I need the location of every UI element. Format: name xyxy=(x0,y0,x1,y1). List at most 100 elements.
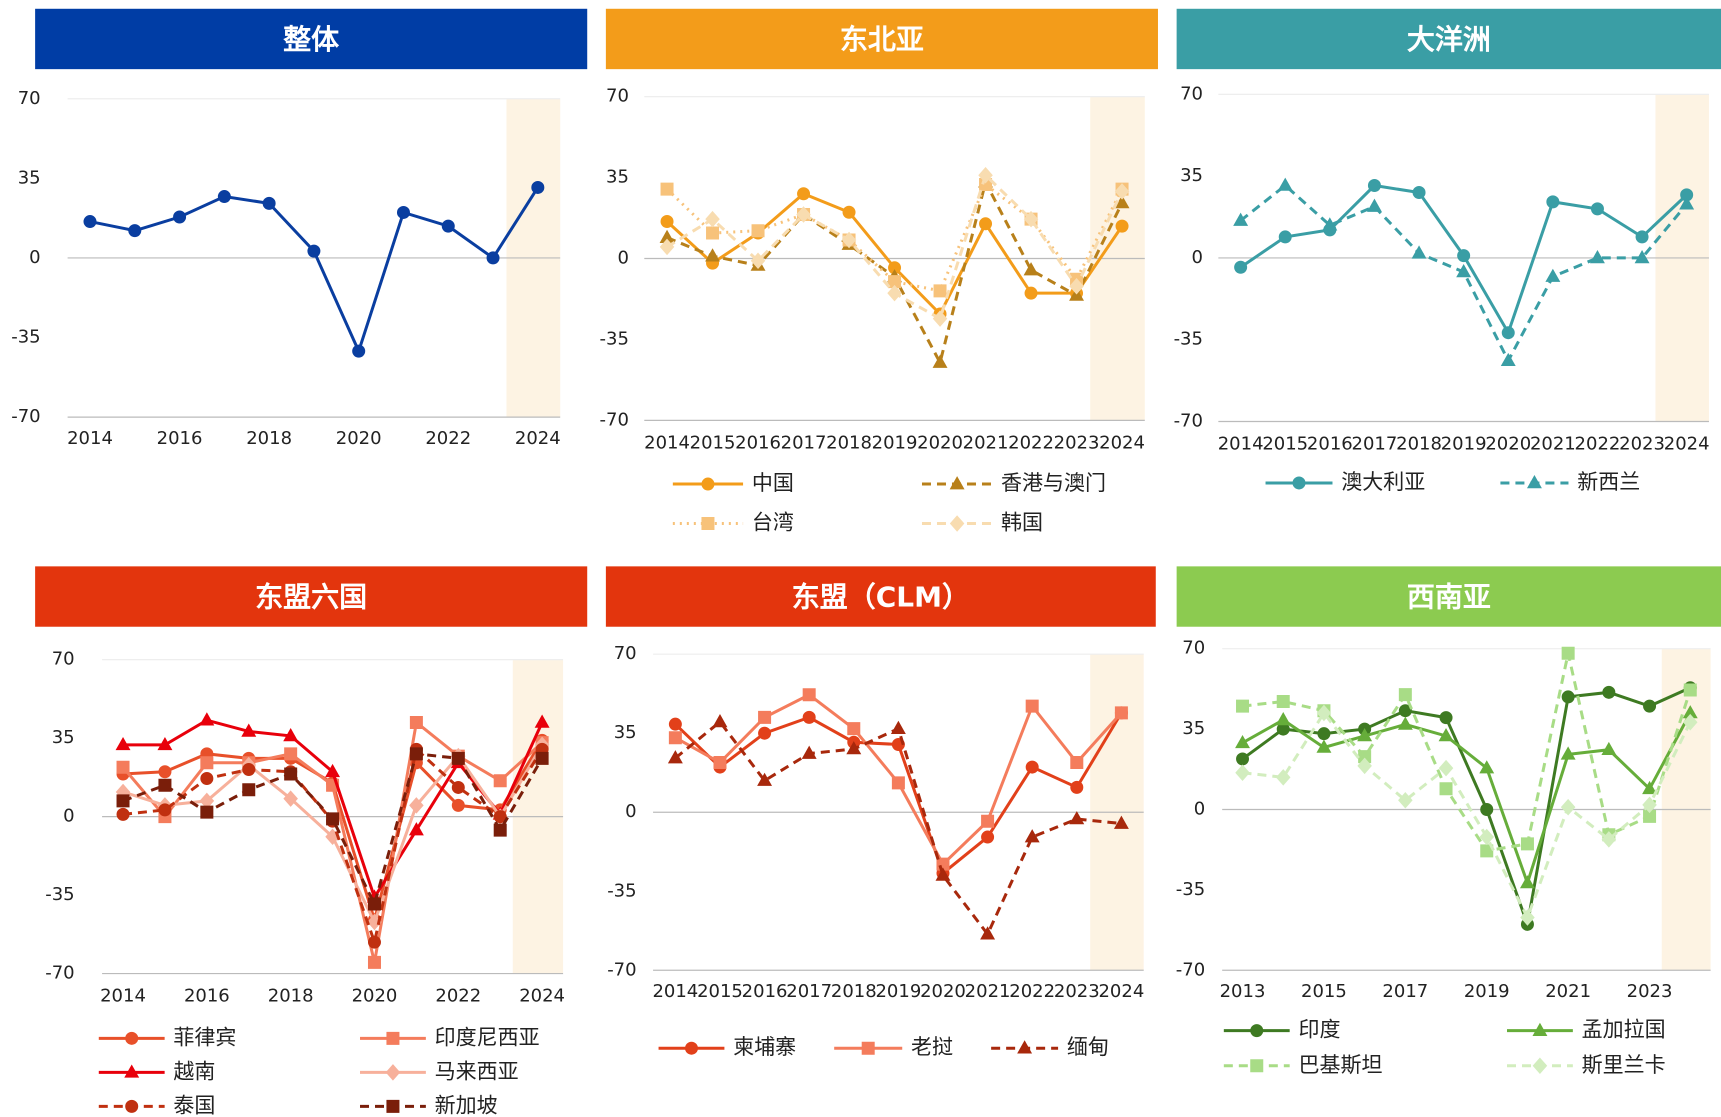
panel-header xyxy=(1176,8,1721,70)
marker xyxy=(409,715,423,729)
marker xyxy=(1590,202,1604,216)
marker xyxy=(1025,760,1039,774)
marker xyxy=(932,310,948,327)
marker xyxy=(1276,695,1290,709)
marker xyxy=(409,797,424,814)
y-tick-label: 35 xyxy=(18,167,41,188)
y-tick-label: -35 xyxy=(1176,879,1205,900)
x-tick-label: 2022 xyxy=(1008,432,1054,453)
marker xyxy=(1398,792,1413,809)
y-tick-label: 70 xyxy=(1180,83,1203,104)
legend-label: 澳大利亚 xyxy=(1341,470,1425,494)
x-tick-label: 2013 xyxy=(1220,981,1266,1002)
marker xyxy=(493,774,507,788)
x-tick-label: 2021 xyxy=(965,981,1011,1002)
series-line xyxy=(1241,712,1692,888)
marker xyxy=(1398,688,1412,702)
legend-label: 巴基斯坦 xyxy=(1298,1053,1382,1077)
marker xyxy=(891,776,905,790)
marker xyxy=(493,810,507,824)
marker xyxy=(751,224,765,238)
x-tick-label: 2024 xyxy=(1664,434,1710,455)
marker xyxy=(1500,352,1516,367)
marker xyxy=(660,182,674,196)
marker xyxy=(158,803,172,817)
x-tick-label: 2020 xyxy=(336,428,382,449)
marker xyxy=(1560,746,1576,760)
legend-label: 缅甸 xyxy=(1067,1035,1109,1059)
marker xyxy=(932,354,948,368)
marker xyxy=(1277,177,1293,191)
series-line xyxy=(1241,686,1691,931)
marker xyxy=(1275,769,1291,786)
legend-marker xyxy=(1532,1057,1548,1075)
marker xyxy=(981,830,995,844)
marker xyxy=(802,710,816,724)
marker xyxy=(242,763,256,777)
x-tick-label: 2023 xyxy=(1619,434,1665,455)
marker xyxy=(284,767,298,781)
marker xyxy=(1397,716,1413,730)
marker xyxy=(1545,268,1561,282)
marker xyxy=(1236,752,1250,766)
marker xyxy=(1025,699,1039,713)
y-tick-label: 70 xyxy=(606,86,629,107)
marker xyxy=(1438,759,1454,777)
marker xyxy=(1682,713,1698,731)
marker xyxy=(706,226,720,240)
legend-marker xyxy=(1532,1022,1548,1036)
legend-label: 中国 xyxy=(752,471,794,495)
y-tick-label: -35 xyxy=(607,880,636,901)
y-tick-label: -35 xyxy=(45,884,74,905)
x-tick-label: 2019 xyxy=(875,981,921,1002)
x-tick-label: 2015 xyxy=(690,432,736,453)
y-tick-label: -70 xyxy=(1176,959,1205,980)
marker xyxy=(1317,727,1331,741)
marker xyxy=(408,822,424,836)
marker xyxy=(1412,186,1426,200)
legend-label: 新西兰 xyxy=(1577,470,1640,494)
x-tick-label: 2021 xyxy=(963,432,1009,453)
marker xyxy=(1634,250,1650,264)
marker xyxy=(367,935,381,949)
marker xyxy=(1236,699,1250,713)
legend-marker xyxy=(386,1099,400,1113)
marker xyxy=(1070,780,1084,794)
marker xyxy=(200,771,214,785)
panel-title: 东北亚 xyxy=(840,23,924,56)
panel-header xyxy=(1176,566,1721,627)
marker xyxy=(758,710,772,724)
marker xyxy=(1113,815,1129,829)
y-tick-label: -70 xyxy=(11,406,40,427)
marker xyxy=(801,745,817,759)
x-tick-label: 2024 xyxy=(519,986,565,1007)
marker xyxy=(441,219,455,233)
marker xyxy=(486,251,500,265)
marker xyxy=(750,252,766,270)
marker xyxy=(173,210,187,224)
x-tick-label: 2017 xyxy=(1352,434,1398,455)
marker xyxy=(1358,750,1372,764)
panel-title: 大洋洲 xyxy=(1407,23,1491,56)
marker xyxy=(1114,195,1130,209)
marker xyxy=(935,867,951,881)
y-tick-label: -70 xyxy=(1174,410,1203,431)
marker xyxy=(667,750,683,764)
marker xyxy=(1479,828,1495,846)
legend-marker xyxy=(684,1041,698,1055)
legend-marker xyxy=(124,1064,140,1078)
x-tick-label: 2019 xyxy=(1441,434,1487,455)
x-tick-label: 2018 xyxy=(826,432,872,453)
marker xyxy=(1601,741,1617,756)
series-line xyxy=(1242,710,1692,922)
legend-label: 新加坡 xyxy=(435,1093,498,1117)
marker xyxy=(241,723,257,737)
x-tick-label: 2021 xyxy=(1545,981,1591,1002)
x-tick-label: 2022 xyxy=(1009,981,1055,1002)
marker xyxy=(1024,829,1040,843)
x-tick-label: 2015 xyxy=(1262,434,1308,455)
legend-marker xyxy=(1250,1059,1264,1073)
marker xyxy=(660,214,674,228)
marker xyxy=(802,688,816,702)
